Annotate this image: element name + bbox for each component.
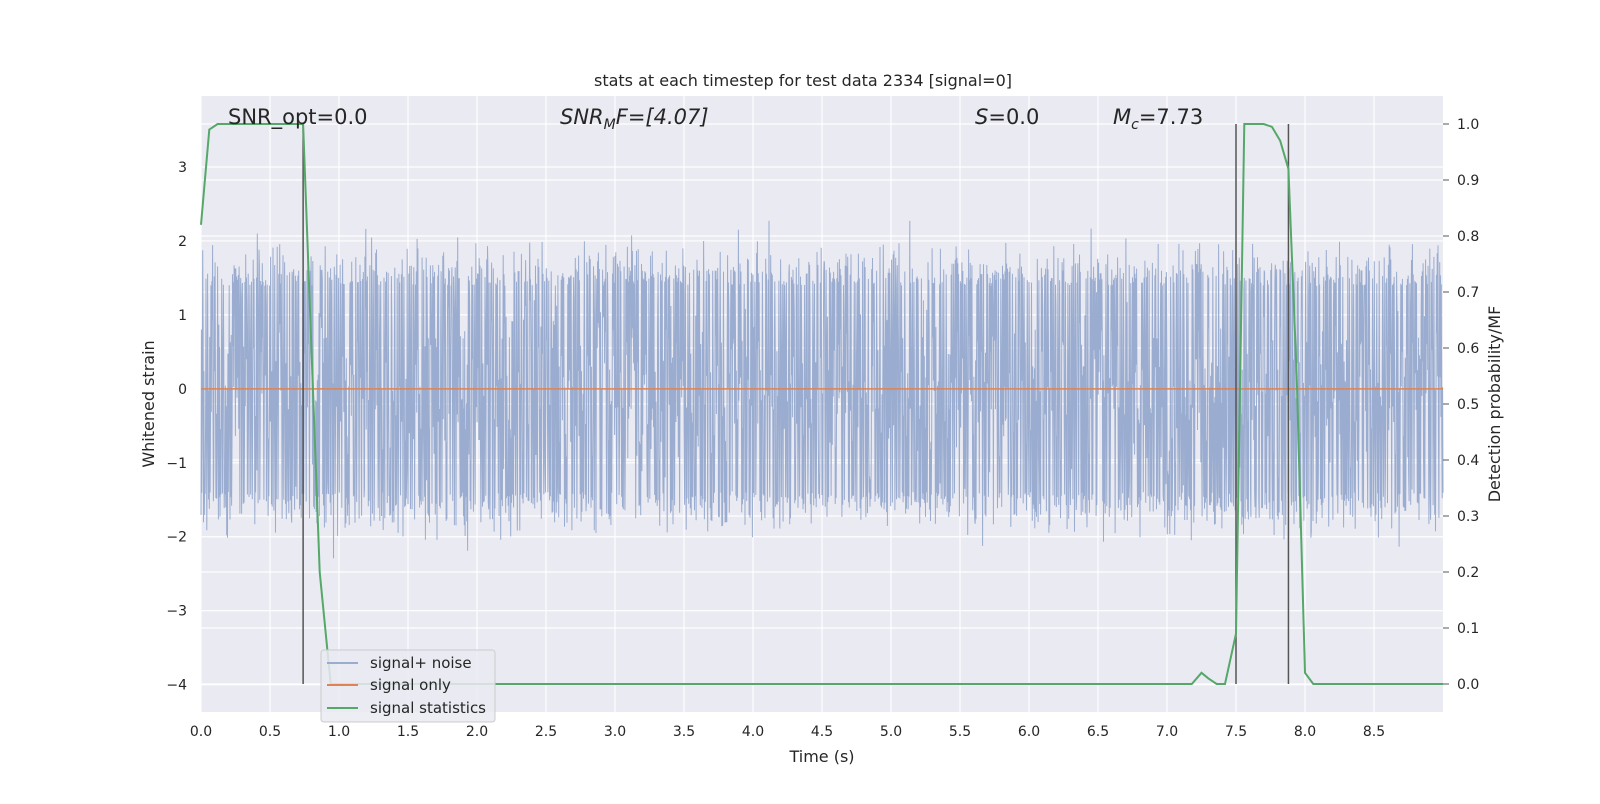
x-tick-label-8: 4.0 xyxy=(742,724,764,740)
x-tick-label-0: 0.0 xyxy=(190,724,212,740)
chart-title: stats at each timestep for test data 233… xyxy=(594,71,1012,90)
legend-label-signal-statistics: signal statistics xyxy=(370,699,486,717)
tick-layer: 0.0 0.5 1.0 1.5 2.0 2.5 3.0 3.5 4.0 4.5 5.0 5.5 6.0 6… xyxy=(166,117,1479,740)
y-right-tick-label-2: 0.2 xyxy=(1457,565,1479,581)
annotation-mc-rest: =7.73 xyxy=(1139,105,1203,129)
annotation-mc: Mc=7.73 xyxy=(1113,105,1203,133)
y-left-tick-label-5: 1 xyxy=(178,308,187,324)
x-tick-label-4: 2.0 xyxy=(466,724,488,740)
x-tick-label-17: 8.5 xyxy=(1363,724,1385,740)
legend: signal+ noise signal only signal statist… xyxy=(320,649,496,723)
y-right-tick-label-7: 0.7 xyxy=(1457,285,1479,301)
x-tick-label-5: 2.5 xyxy=(535,724,557,740)
x-tick-label-11: 5.5 xyxy=(949,724,971,740)
y-right-tick-label-3: 0.3 xyxy=(1457,509,1479,525)
y-right-tick-label-0: 0.0 xyxy=(1457,677,1479,693)
x-axis-label: Time (s) xyxy=(788,747,854,766)
legend-label-signal-noise: signal+ noise xyxy=(370,654,472,672)
annotation-snr-opt: SNR_opt=0.0 xyxy=(228,105,368,130)
y-left-tick-label-2: −2 xyxy=(166,530,187,546)
x-tick-label-16: 8.0 xyxy=(1294,724,1316,740)
x-tick-label-10: 5.0 xyxy=(880,724,902,740)
annotation-snr-mf: SNRMF=[4.07] xyxy=(560,105,709,133)
annotation-s-rest: =0.0 xyxy=(988,105,1039,129)
y-left-tick-label-7: 3 xyxy=(178,160,187,176)
x-tick-label-6: 3.0 xyxy=(604,724,626,740)
x-tick-label-3: 1.5 xyxy=(397,724,419,740)
annotation-snr-mf-sub: M xyxy=(604,117,616,133)
annotation-s-var: S xyxy=(975,105,988,129)
annotation-s: S=0.0 xyxy=(975,105,1039,129)
annotation-snr-mf-main: SNR xyxy=(560,105,604,129)
legend-box xyxy=(320,649,496,723)
y-left-tick-label-4: 0 xyxy=(178,382,187,398)
y-right-tick-label-1: 0.1 xyxy=(1457,621,1479,637)
y-right-tick-label-6: 0.6 xyxy=(1457,341,1479,357)
series-layer xyxy=(200,123,1444,685)
x-tick-label-15: 7.5 xyxy=(1225,724,1247,740)
x-tick-label-7: 3.5 xyxy=(673,724,695,740)
annotation-mc-var: M xyxy=(1113,105,1131,129)
x-tick-label-2: 1.0 xyxy=(328,724,350,740)
annotation-mc-sub: c xyxy=(1131,117,1139,133)
y-right-tick-label-5: 0.5 xyxy=(1457,397,1479,413)
x-tick-label-12: 6.0 xyxy=(1018,724,1040,740)
annotation-snr-mf-rest: F=[4.07] xyxy=(616,105,709,129)
annotations: SNR_opt=0.0 SNRMF=[4.07] S=0.0 Mc=7.73 xyxy=(228,105,1203,133)
y-right-tick-label-9: 0.9 xyxy=(1457,173,1479,189)
y-axis-label-right: Detection probability/MF xyxy=(1485,306,1504,503)
legend-label-signal-only: signal only xyxy=(370,676,451,694)
y-axis-label-left: Whitened strain xyxy=(139,340,158,467)
x-tick-label-13: 6.5 xyxy=(1087,724,1109,740)
y-left-tick-label-6: 2 xyxy=(178,234,187,250)
x-tick-label-1: 0.5 xyxy=(259,724,281,740)
y-right-tick-label-8: 0.8 xyxy=(1457,229,1479,245)
y-left-tick-label-1: −3 xyxy=(166,604,187,620)
y-left-tick-label-0: −4 xyxy=(166,678,187,694)
series-signal-statistics xyxy=(200,123,1443,685)
y-right-tick-label-10: 1.0 xyxy=(1457,117,1479,133)
x-tick-label-9: 4.5 xyxy=(811,724,833,740)
y-right-tick-label-4: 0.4 xyxy=(1457,453,1479,469)
y-left-tick-label-3: −1 xyxy=(166,456,187,472)
x-tick-label-14: 7.0 xyxy=(1156,724,1178,740)
